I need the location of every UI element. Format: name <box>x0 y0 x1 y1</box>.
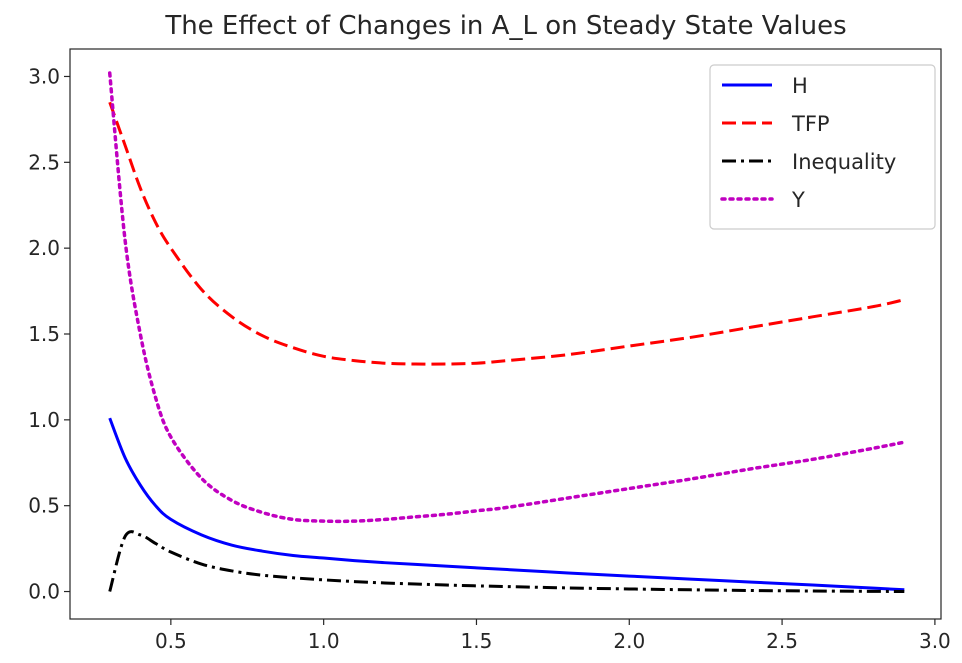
y-tick-label: 1.5 <box>28 322 60 346</box>
x-tick-label: 2.0 <box>613 629 645 653</box>
y-tick-label: 1.0 <box>28 408 60 432</box>
x-axis: 0.5 1.0 1.5 2.0 2.5 3.0 <box>155 619 951 653</box>
series-line-h <box>108 417 905 592</box>
legend-box <box>709 64 936 230</box>
series-line-y <box>107 71 907 524</box>
series-line-tfp <box>108 101 905 366</box>
y-tick-label: 2.0 <box>28 236 60 260</box>
legend-label-y: Y <box>791 188 805 212</box>
chart-title: The Effect of Changes in A_L on Steady S… <box>164 11 846 41</box>
x-tick-label: 3.0 <box>919 629 951 653</box>
series-layer <box>107 71 907 594</box>
legend-label-tfp: TFP <box>791 112 830 136</box>
series-line-inequality <box>108 530 905 594</box>
y-axis: 0.0 0.5 1.0 1.5 2.0 2.5 3.0 <box>28 64 70 604</box>
x-tick-label: 1.5 <box>461 629 493 653</box>
y-tick-label: 0.0 <box>28 580 60 604</box>
y-tick-label: 0.5 <box>28 494 60 518</box>
x-tick-label: 2.5 <box>766 629 798 653</box>
legend-label-inequality: Inequality <box>792 150 896 174</box>
y-tick-label: 2.5 <box>28 150 60 174</box>
legend-label-h: H <box>792 74 808 98</box>
legend: H TFP Inequality Y <box>709 64 936 230</box>
x-tick-label: 0.5 <box>155 629 187 653</box>
y-tick-label: 3.0 <box>28 64 60 88</box>
x-tick-label: 1.0 <box>308 629 340 653</box>
